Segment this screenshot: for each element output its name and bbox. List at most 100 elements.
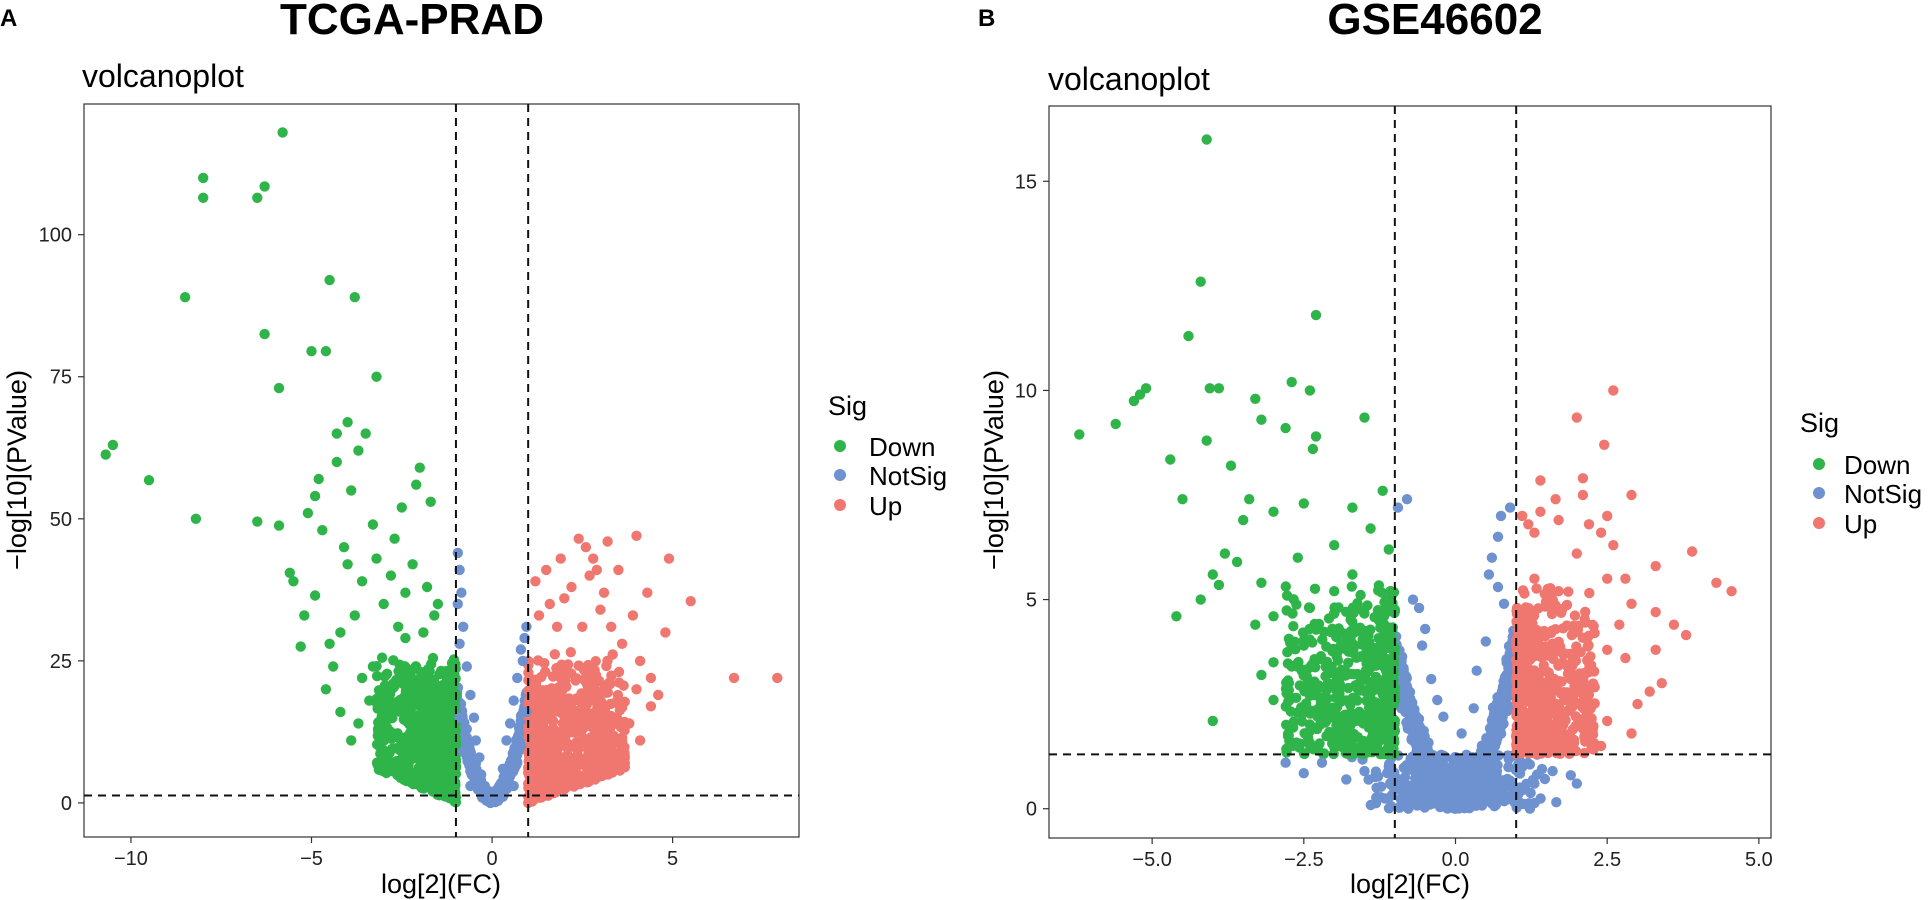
point-down [403,759,414,770]
y-tick-label: 0 [61,793,72,815]
point-down [1378,611,1390,622]
point-up [1589,698,1600,709]
point-notsig [1488,717,1499,729]
point-up [547,785,559,796]
panel-a-letter: A [0,5,17,32]
point-up [1517,510,1528,522]
point-up [560,670,571,682]
y-tick-label: 0 [1026,799,1037,821]
point-notsig [1395,778,1407,789]
point-notsig [1401,494,1413,505]
point-up [543,713,555,725]
point-up [1577,698,1589,710]
point-notsig [508,780,519,792]
y-tick-label: 100 [39,225,72,247]
panel-a-x-ticks: −10 −5 0 5 [114,837,678,870]
point-up [1602,510,1613,522]
point-up [1526,670,1538,681]
panel-a-legend-up-swatch [834,499,846,511]
x-tick-label: 2.5 [1593,849,1621,871]
point-up [606,734,618,745]
point-notsig [1411,722,1422,733]
point-notsig [1427,796,1438,808]
point-notsig [1492,531,1504,542]
point-up [530,576,541,587]
point-up [1556,741,1567,753]
point-notsig [515,740,527,752]
point-down [449,795,460,807]
panel-b-legend-down-swatch [1813,458,1825,470]
point-down [414,754,425,765]
point-notsig [458,621,469,632]
point-down [415,715,426,727]
point-down [1384,662,1395,673]
point-down [1268,694,1279,706]
point-down [1314,738,1325,749]
point-notsig [1529,778,1540,789]
point-up [1549,646,1560,658]
point-up [1626,598,1637,609]
point-up [1583,519,1595,530]
point-down [1359,608,1370,619]
point-notsig [1492,581,1504,593]
point-up [547,671,559,682]
point-down [388,655,399,666]
point-notsig [1503,672,1514,684]
point-down [302,507,314,519]
point-up [1538,625,1550,637]
point-up [1570,655,1582,667]
point-up [1519,588,1530,599]
point-up [590,656,601,667]
point-up [1529,527,1540,538]
point-down [1379,627,1391,639]
point-notsig [512,672,523,684]
x-tick-label: −2.5 [1284,849,1323,871]
point-up [596,696,607,708]
point-up [544,598,555,610]
point-down [1365,523,1376,534]
point-down [443,682,454,693]
point-down [418,627,429,638]
point-down [414,462,425,473]
point-notsig [508,695,519,706]
point-up [1535,475,1546,486]
point-up [529,783,540,794]
point-down [443,708,454,719]
point-notsig [1420,623,1431,635]
point-notsig [1491,766,1503,777]
point-down [423,679,434,690]
point-down [376,652,388,663]
point-notsig [465,780,476,792]
x-tick-label: −5 [300,848,323,870]
point-notsig [1495,510,1507,522]
point-notsig [468,712,480,723]
point-down [353,445,364,456]
point-down [277,127,288,138]
point-notsig [1456,728,1467,739]
point-up [1599,439,1610,450]
point-down [1281,605,1292,616]
point-notsig [474,752,485,763]
point-up [1553,586,1564,597]
point-up [523,767,534,778]
point-down [1321,685,1332,696]
panel-b-threshold-lines [1049,106,1771,838]
point-down [1380,595,1392,606]
point-notsig [1491,730,1502,741]
point-down [1201,435,1212,446]
point-up [1520,625,1531,636]
point-up [531,746,542,757]
point-up [1577,473,1589,484]
point-down [1310,309,1322,321]
point-notsig [1439,782,1451,793]
point-down [198,192,209,203]
point-down [447,752,458,763]
point-up [1561,599,1573,611]
point-notsig [1420,778,1431,790]
point-down [381,668,393,679]
point-up [533,610,545,621]
point-down [1207,715,1219,727]
point-notsig [501,735,512,746]
point-up [1553,514,1564,526]
point-down [433,762,444,773]
